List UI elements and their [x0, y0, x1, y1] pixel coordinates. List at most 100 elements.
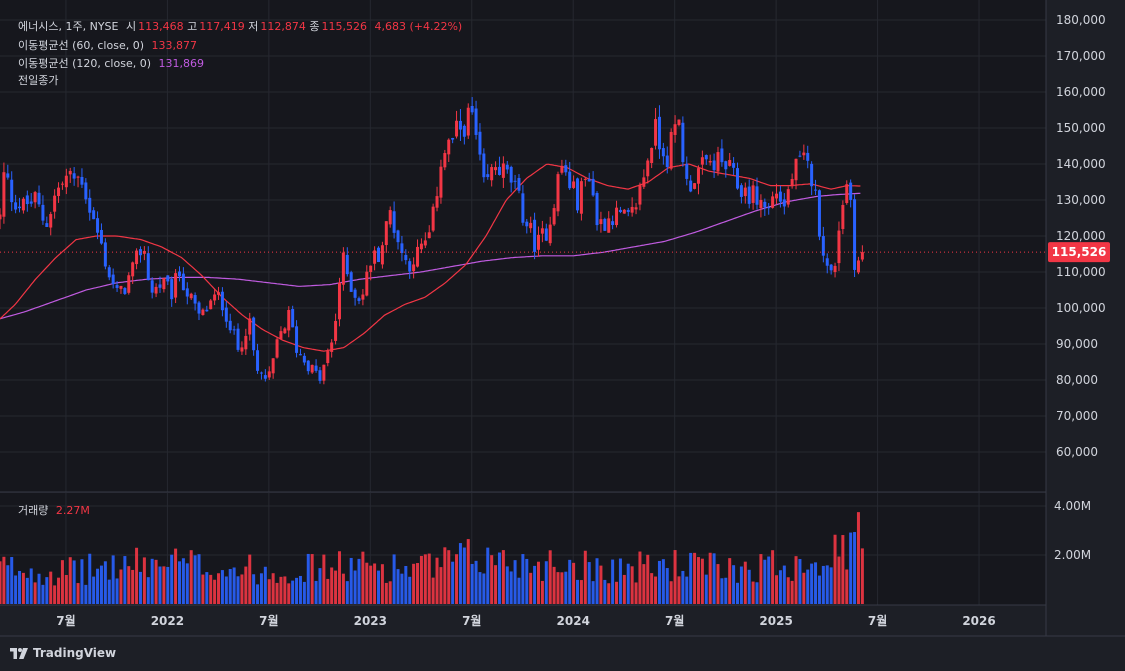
time-axis[interactable]: 7월 2022 7월 2023 7월 2024 7월 2025 7월 2026 — [56, 613, 995, 628]
candle-body — [556, 174, 560, 212]
candle-body — [25, 195, 29, 205]
time-tick-label: 2025 — [759, 614, 792, 628]
candle — [435, 186, 439, 212]
volume-bar — [435, 557, 439, 604]
symbol-name[interactable]: 에너시스, 1주, NYSE — [18, 20, 119, 33]
volume-bar — [158, 566, 162, 604]
volume-bar — [817, 575, 821, 604]
volume-bar — [345, 581, 349, 604]
candle — [369, 265, 373, 281]
candle — [64, 168, 68, 195]
volume-bar — [127, 566, 131, 604]
volume-bar — [595, 558, 599, 604]
candle — [700, 150, 704, 175]
last-price-label: 115,526 — [1048, 242, 1110, 263]
candle — [853, 194, 857, 278]
candle-body — [478, 131, 482, 155]
ma60-line — [0, 163, 861, 352]
volume-bar — [552, 566, 556, 604]
candle-body — [298, 354, 302, 356]
candle-body — [6, 173, 10, 178]
volume-bar — [213, 579, 217, 604]
candle — [341, 247, 345, 291]
volume-bar — [263, 566, 267, 604]
ma120-line-group — [0, 192, 861, 320]
volume-bar — [29, 568, 33, 604]
candle-body — [458, 120, 462, 130]
volume-bar — [177, 561, 181, 604]
volume-bar — [490, 555, 494, 604]
candle — [693, 182, 697, 190]
volume-bar — [618, 558, 622, 604]
volume-bar — [814, 562, 818, 604]
candle — [197, 300, 201, 321]
candle — [256, 343, 260, 374]
volume-axis[interactable]: 2.00M 4.00M — [1054, 499, 1091, 562]
volume-bar — [377, 570, 381, 604]
candle — [373, 246, 377, 271]
candle — [99, 223, 103, 245]
candle — [630, 197, 634, 217]
candle-body — [579, 181, 583, 214]
candle — [529, 216, 533, 233]
change-value: 4,683 (+4.22%) — [374, 20, 463, 33]
volume-bar — [568, 559, 572, 604]
candle-body — [209, 300, 213, 310]
ma60-legend[interactable]: 이동평균선 (60, close, 0) 133,877 — [18, 37, 197, 53]
volume-bar — [696, 557, 700, 604]
candle-body — [150, 280, 154, 293]
volume-bar — [657, 560, 661, 604]
volume-bar — [228, 569, 232, 604]
candle-body — [767, 207, 771, 209]
candle-body — [759, 199, 763, 209]
volume-bar — [579, 580, 583, 604]
candle — [451, 137, 455, 144]
candle — [396, 229, 400, 250]
candle-body — [634, 207, 638, 210]
candle-body — [373, 250, 377, 264]
ma120-legend[interactable]: 이동평균선 (120, close, 0) 131,869 — [18, 55, 204, 71]
candle-body — [673, 124, 677, 135]
candle — [447, 138, 451, 162]
volume-bar — [205, 572, 209, 604]
candle-body — [10, 179, 14, 203]
candle-body — [259, 372, 263, 374]
candle — [747, 179, 751, 209]
candle-body — [743, 187, 747, 197]
volume-bar — [349, 557, 353, 604]
candle-body — [37, 192, 41, 205]
volume-bar — [259, 573, 263, 604]
candle — [236, 323, 240, 352]
candle — [419, 238, 423, 254]
candle-body — [131, 262, 135, 277]
prev-close-legend[interactable]: 전일종가 — [18, 72, 58, 88]
volume-bar — [501, 550, 505, 604]
volume-legend[interactable]: 거래량 2.27M — [18, 502, 90, 518]
candle-body — [408, 261, 412, 272]
candle-body — [33, 192, 37, 203]
time-tick-label: 2022 — [151, 614, 184, 628]
candle — [244, 328, 248, 355]
candle — [201, 308, 205, 316]
candle — [357, 296, 361, 305]
candle — [568, 161, 572, 190]
candle-body — [696, 168, 700, 184]
tradingview-logo[interactable]: TradingView — [10, 646, 116, 660]
price-axis[interactable]: 60,000 70,000 80,000 90,000 100,000 110,000 12… — [1056, 13, 1106, 459]
candle — [540, 220, 544, 243]
volume-bar — [443, 547, 447, 604]
candle-body — [513, 180, 517, 182]
volume-bar — [802, 572, 806, 604]
candle-body — [806, 152, 810, 161]
volume-bar — [419, 555, 423, 604]
volume-bar — [775, 575, 779, 604]
volume-bar — [841, 535, 845, 604]
candle-body — [400, 243, 404, 253]
candle-body — [135, 250, 139, 265]
candle-body — [849, 182, 853, 200]
candle-body — [700, 157, 704, 165]
candle-body — [501, 163, 505, 178]
candle — [88, 189, 92, 221]
candle-body — [213, 294, 217, 301]
